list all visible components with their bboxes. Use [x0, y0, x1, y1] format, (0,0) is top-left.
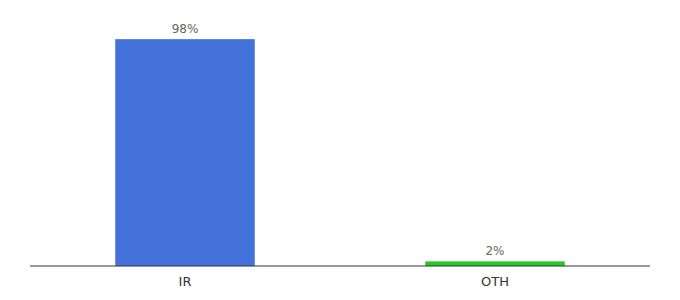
chart-container: 98% 2% IR OTH	[0, 0, 680, 300]
x-axis-line	[30, 266, 650, 267]
bars	[115, 39, 565, 266]
data-label: 2%	[485, 244, 504, 258]
x-tick-label: OTH	[481, 274, 509, 289]
bar	[115, 39, 255, 266]
chart: 98% 2% IR OTH	[0, 0, 680, 300]
bar	[425, 261, 565, 266]
x-tick-label: IR	[179, 274, 192, 289]
data-label: 98%	[172, 22, 199, 36]
